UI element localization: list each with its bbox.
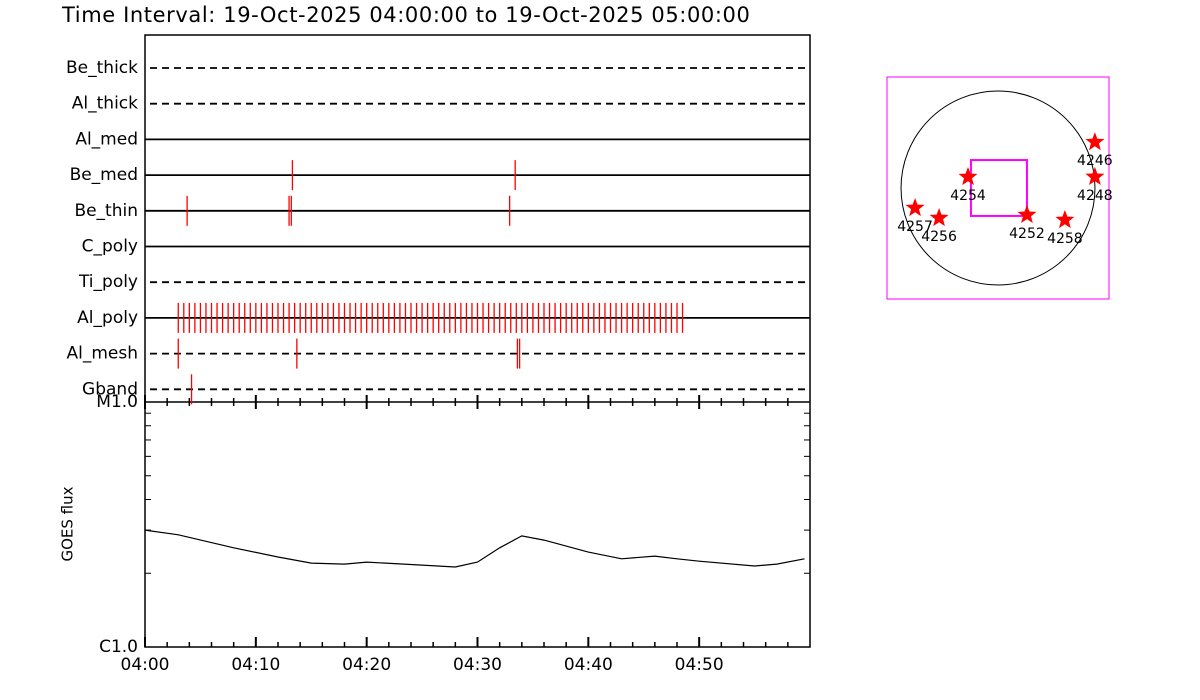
y-tick-label: C1.0: [99, 637, 138, 657]
x-tick-label: 04:00: [121, 655, 170, 675]
active-region-label: 4246: [1077, 153, 1113, 169]
filter-label: Ti_poly: [78, 272, 138, 292]
active-region-marker: [1085, 132, 1105, 151]
solar-limb: [900, 90, 1096, 286]
x-tick-label: 04:50: [675, 655, 724, 675]
map-frame: [886, 76, 1110, 300]
x-tick-label: 04:30: [453, 655, 502, 675]
x-tick-label: 04:40: [564, 655, 613, 675]
filter-label: Be_med: [70, 165, 138, 185]
filter-label: Be_thin: [74, 201, 138, 221]
active-region-label: 4256: [921, 229, 957, 245]
filter-label: Gband: [82, 379, 138, 399]
chart-title: Time Interval: 19-Oct-2025 04:00:00 to 1…: [61, 3, 750, 27]
filter-label: Al_poly: [77, 308, 138, 328]
active-region-label: 4254: [950, 188, 986, 204]
goes-curve: [144, 529, 805, 568]
filter-label: Al_thick: [72, 94, 138, 114]
x-tick-label: 04:10: [231, 655, 280, 675]
filter-label: Al_mesh: [66, 344, 138, 364]
filter-label: Be_thick: [66, 58, 138, 78]
active-region-marker: [958, 167, 978, 186]
filter-label: Al_med: [75, 129, 138, 149]
active-region-marker: [1017, 204, 1037, 223]
active-region-marker: [1085, 166, 1105, 185]
plot-frame: [144, 34, 811, 648]
active-region-label: 4258: [1047, 231, 1083, 247]
active-region-marker: [1055, 210, 1075, 229]
y-axis-label: GOES flux: [59, 486, 77, 561]
active-region-label: 4257: [897, 219, 933, 235]
filter-label: C_poly: [82, 237, 138, 257]
active-region-marker: [905, 198, 925, 217]
active-region-label: 4252: [1009, 226, 1045, 242]
x-tick-label: 04:20: [342, 655, 391, 675]
active-region-marker: [929, 208, 949, 227]
y-tick-label: M1.0: [96, 392, 138, 412]
active-region-label: 4248: [1077, 188, 1113, 204]
field-of-view: [969, 159, 1028, 217]
